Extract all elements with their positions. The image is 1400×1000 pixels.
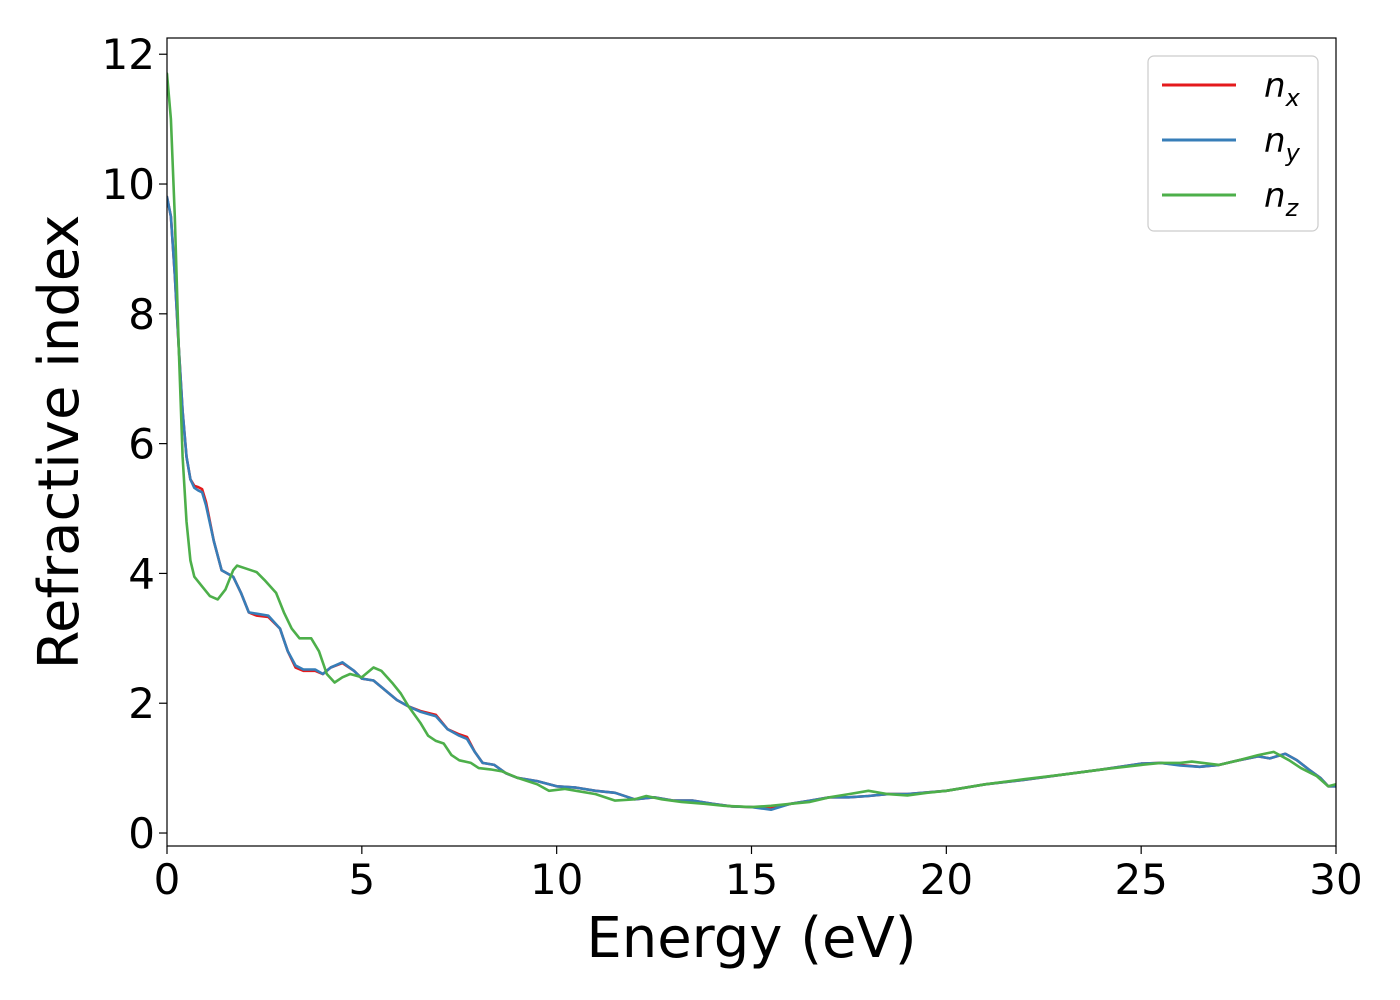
y-tick-label: 0 — [128, 809, 155, 858]
y-tick-label: 2 — [128, 679, 155, 728]
y-tick-label: 4 — [128, 549, 155, 598]
legend: nx ny nz — [1147, 55, 1319, 232]
y-tick-label: 6 — [128, 420, 155, 469]
series-line-nx — [167, 195, 1336, 810]
x-tick-label: 25 — [1114, 855, 1167, 904]
x-tick-label: 5 — [348, 855, 375, 904]
legend-label-nz: nz — [1264, 176, 1300, 222]
y-axis-ticks: 0 2 4 6 8 10 12 — [102, 30, 167, 858]
y-axis-label: Refractive index — [27, 215, 92, 670]
y-tick-label: 10 — [102, 160, 155, 209]
series-layer — [167, 72, 1336, 811]
y-tick-label: 8 — [128, 290, 155, 339]
y-tick-label: 12 — [102, 30, 155, 79]
x-tick-label: 0 — [154, 855, 181, 904]
x-tick-label: 30 — [1309, 855, 1362, 904]
series-line-nz — [167, 72, 1336, 809]
x-axis-ticks: 0 5 10 15 20 25 30 — [154, 846, 1363, 904]
legend-label-nx: nx — [1264, 66, 1301, 112]
x-tick-label: 20 — [920, 855, 973, 904]
legend-box — [1147, 55, 1319, 232]
x-tick-label: 10 — [530, 855, 583, 904]
x-axis-label: Energy (eV) — [586, 906, 916, 971]
x-tick-label: 15 — [725, 855, 778, 904]
series-line-ny — [167, 195, 1336, 811]
legend-label-ny: ny — [1264, 121, 1301, 167]
